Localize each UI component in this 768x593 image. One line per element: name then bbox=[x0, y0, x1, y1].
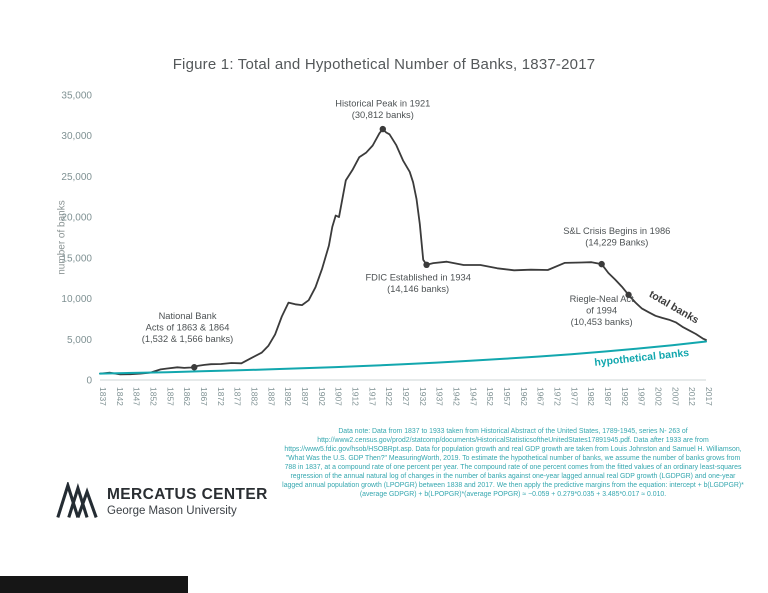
marker-dot bbox=[625, 291, 632, 299]
annotation-line: Riegle-Neal Act bbox=[570, 294, 634, 304]
x-tick-label: 1962 bbox=[519, 387, 529, 406]
annotation-line: (30,812 banks) bbox=[352, 110, 414, 120]
x-tick-label: 2002 bbox=[654, 387, 664, 406]
x-tick-label: 1887 bbox=[266, 387, 276, 406]
x-tick-label: 1857 bbox=[165, 387, 175, 406]
x-tick-label: 1957 bbox=[502, 387, 512, 406]
logo-university: George Mason University bbox=[107, 504, 237, 517]
marker-dot bbox=[191, 364, 198, 371]
x-tick-label: 1952 bbox=[485, 387, 495, 406]
x-tick-label: 1842 bbox=[115, 387, 125, 406]
logo-text-block: MERCATUS CENTER George Mason University bbox=[107, 486, 268, 517]
data-note: Data note: Data from 1837 to 1933 taken … bbox=[282, 428, 744, 498]
x-tick-label: 1877 bbox=[233, 387, 243, 406]
x-tick-label: 1872 bbox=[216, 387, 226, 406]
x-tick-label: 1947 bbox=[468, 387, 478, 406]
chart-title: Figure 1: Total and Hypothetical Number … bbox=[172, 56, 596, 73]
x-tick-label: 1917 bbox=[367, 387, 377, 406]
annotation-line: National Bank bbox=[159, 311, 217, 321]
x-tick-label: 1927 bbox=[401, 387, 411, 406]
marker-dot bbox=[379, 125, 386, 133]
x-tick-label: 1937 bbox=[435, 387, 445, 406]
annotation-line: Acts of 1863 & 1864 bbox=[146, 322, 230, 332]
x-tick-label: 1907 bbox=[334, 387, 344, 406]
x-tick-label: 1837 bbox=[98, 387, 108, 406]
x-tick-label: 1982 bbox=[586, 387, 596, 406]
logo-org-name: MERCATUS CENTER bbox=[107, 485, 268, 503]
annotation-line: FDIC Established in 1934 bbox=[365, 273, 470, 283]
marker-dot bbox=[598, 260, 605, 268]
annotation-line: of 1994 bbox=[586, 305, 617, 315]
y-tick-label: 20,000 bbox=[61, 213, 92, 224]
annotation-line: S&L Crisis Begins in 1986 bbox=[563, 226, 670, 236]
x-tick-label: 1847 bbox=[132, 387, 142, 406]
y-tick-label: 35,000 bbox=[61, 91, 92, 102]
x-tick-label: 1892 bbox=[283, 387, 293, 406]
y-tick-label: 15,000 bbox=[61, 253, 92, 264]
x-tick-label: 1912 bbox=[351, 387, 361, 406]
x-tick-label: 1972 bbox=[553, 387, 563, 406]
y-tick-label: 0 bbox=[86, 376, 92, 387]
hypothetical-banks-line bbox=[99, 340, 707, 375]
y-tick-label: 30,000 bbox=[61, 131, 92, 142]
x-tick-label: 1852 bbox=[149, 387, 159, 406]
x-tick-label: 1992 bbox=[620, 387, 630, 406]
x-tick-label: 1987 bbox=[603, 387, 613, 406]
series-label: hypothetical banks bbox=[594, 347, 690, 369]
x-tick-label: 1867 bbox=[199, 387, 209, 406]
bottom-bar bbox=[0, 576, 188, 593]
annotation-line: (14,146 banks) bbox=[387, 284, 449, 294]
x-tick-label: 1932 bbox=[418, 387, 428, 406]
marker-dot bbox=[423, 261, 430, 269]
x-tick-label: 1882 bbox=[250, 387, 260, 406]
y-tick-label: 5,000 bbox=[67, 335, 92, 346]
mercatus-logo-mark-icon bbox=[56, 482, 98, 518]
x-tick-label: 1942 bbox=[452, 387, 462, 406]
x-tick-label: 1902 bbox=[317, 387, 327, 406]
x-tick-label: 2017 bbox=[704, 387, 714, 406]
x-tick-label: 1967 bbox=[536, 387, 546, 406]
x-tick-label: 1862 bbox=[182, 387, 192, 406]
annotation-line: (14,229 Banks) bbox=[585, 238, 648, 248]
x-tick-label: 1997 bbox=[637, 387, 647, 406]
x-tick-label: 1922 bbox=[384, 387, 394, 406]
x-tick-label: 2007 bbox=[670, 387, 680, 406]
y-tick-label: 25,000 bbox=[61, 172, 92, 183]
x-tick-label: 1897 bbox=[300, 387, 310, 406]
annotation-line: (10,453 banks) bbox=[571, 317, 633, 327]
x-tick-label: 1977 bbox=[569, 387, 579, 406]
y-tick-label: 10,000 bbox=[61, 294, 92, 305]
x-tick-label: 2012 bbox=[687, 387, 697, 406]
annotation-line: (1,532 & 1,566 banks) bbox=[142, 334, 233, 344]
annotation-line: Historical Peak in 1921 bbox=[335, 98, 430, 108]
mercatus-logo: MERCATUS CENTER George Mason University bbox=[56, 482, 268, 520]
